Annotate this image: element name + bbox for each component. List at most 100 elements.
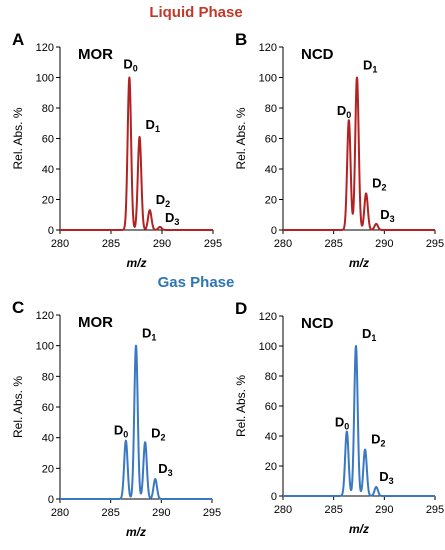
peak-label: D3 — [165, 210, 179, 227]
x-axis-label: m/z — [349, 522, 369, 536]
spectrum-line — [283, 345, 435, 497]
peak-label: D2 — [371, 432, 385, 449]
x-tick-label: 290 — [153, 238, 171, 250]
x-tick-label: 285 — [324, 238, 342, 250]
y-tick-label: 80 — [42, 103, 54, 115]
peak-point — [144, 441, 146, 444]
y-tick-label: 0 — [48, 494, 54, 506]
peak-label: D3 — [380, 207, 394, 224]
chart-panel-B: B NCD 0 20 40 60 80 100 120 280 285 290 295 Rel. Abs.… — [234, 30, 444, 270]
y-tick-label: 120 — [36, 310, 54, 322]
peak-point — [375, 486, 378, 488]
x-tick-label: 290 — [152, 507, 170, 519]
y-tick-label: 60 — [42, 402, 54, 414]
peak-point — [138, 136, 141, 138]
x-axis-label: m/z — [126, 256, 146, 270]
spectrum-line — [60, 76, 213, 231]
peak-label: D2 — [156, 192, 170, 209]
y-tick-label: 120 — [259, 311, 277, 323]
panel-letter: B — [235, 30, 247, 49]
y-tick-label: 0 — [271, 491, 277, 503]
x-axis-label: m/z — [126, 525, 146, 539]
peak-label: D0 — [337, 103, 351, 120]
peak-point — [135, 344, 137, 347]
chart-panel-C: C MOR 0 20 40 60 80 100 120 280 285 290 295 Rel. Abs.… — [11, 298, 221, 539]
panel-letter: C — [12, 298, 24, 317]
x-tick-label: 285 — [324, 504, 342, 516]
panel-title: MOR — [78, 46, 113, 63]
panel-title: MOR — [78, 314, 113, 331]
peak-label: D3 — [158, 461, 172, 478]
y-tick-label: 80 — [265, 371, 277, 383]
y-tick-label: 100 — [36, 341, 54, 353]
y-axis-label: Rel. Abs. % — [234, 375, 248, 437]
peak-label: D2 — [151, 425, 165, 442]
y-tick-label: 40 — [265, 431, 277, 443]
panel-title: NCD — [301, 315, 334, 332]
peak-point — [365, 192, 367, 195]
x-tick-label: 295 — [203, 507, 221, 519]
peak-point — [159, 226, 161, 228]
y-axis-label: Rel. Abs. % — [11, 376, 25, 438]
chart-panel-D: D NCD 0 20 40 60 80 100 120 280 285 290 295 Rel. Abs.… — [234, 299, 444, 536]
y-axis-label: Rel. Abs. % — [11, 107, 25, 169]
x-tick-label: 280 — [274, 504, 292, 516]
peak-point — [375, 223, 378, 225]
peak-point — [356, 76, 358, 79]
peak-label: D1 — [362, 326, 376, 343]
gas-phase-heading: Gas Phase — [158, 274, 235, 291]
chart-panel-A: A MOR 0 20 40 60 80 100 120 280 285 290 295 Rel. Abs.… — [11, 30, 222, 270]
peak-point — [154, 478, 157, 480]
peak-label: D1 — [363, 58, 377, 75]
spectrum-line — [60, 344, 212, 500]
y-tick-label: 40 — [42, 433, 54, 445]
x-tick-label: 295 — [426, 238, 444, 250]
x-tick-label: 285 — [101, 507, 119, 519]
x-tick-label: 285 — [102, 238, 120, 250]
peak-label: D1 — [146, 117, 160, 134]
y-tick-label: 120 — [259, 42, 277, 54]
peak-point — [355, 345, 357, 347]
y-tick-label: 20 — [42, 463, 54, 475]
x-tick-label: 290 — [375, 504, 393, 516]
x-tick-label: 290 — [375, 238, 393, 250]
peak-point — [125, 439, 127, 442]
liquid-phase-heading: Liquid Phase — [149, 4, 242, 21]
x-axis-label: m/z — [349, 256, 369, 270]
y-tick-label: 0 — [271, 225, 277, 237]
y-tick-label: 80 — [265, 103, 277, 115]
y-tick-label: 20 — [265, 195, 277, 207]
y-tick-label: 60 — [265, 134, 277, 146]
y-tick-label: 100 — [259, 341, 277, 353]
peak-label: D3 — [379, 469, 393, 486]
y-tick-label: 40 — [265, 164, 277, 176]
peak-label: D0 — [335, 415, 349, 432]
peak-point — [348, 119, 350, 121]
spectrum-line — [283, 76, 435, 231]
peak-label: D2 — [372, 175, 386, 192]
y-tick-label: 60 — [265, 401, 277, 413]
x-tick-label: 295 — [204, 238, 222, 250]
y-tick-label: 100 — [36, 73, 54, 85]
peak-label: D0 — [123, 57, 137, 74]
y-tick-label: 40 — [42, 164, 54, 176]
x-tick-label: 280 — [274, 238, 292, 250]
peak-label: D1 — [142, 326, 156, 343]
peak-label: D0 — [114, 423, 128, 440]
y-tick-label: 60 — [42, 134, 54, 146]
y-tick-label: 120 — [36, 42, 54, 54]
y-tick-label: 0 — [48, 225, 54, 237]
panel-letter: A — [12, 30, 24, 49]
x-tick-label: 295 — [426, 504, 444, 516]
panel-letter: D — [235, 299, 247, 318]
y-tick-label: 20 — [265, 461, 277, 473]
y-tick-label: 20 — [42, 195, 54, 207]
x-tick-label: 280 — [51, 507, 69, 519]
peak-point — [128, 76, 131, 79]
panel-title: NCD — [301, 46, 334, 63]
peak-point — [346, 430, 348, 433]
peak-point — [364, 448, 366, 451]
peak-point — [148, 209, 151, 211]
y-tick-label: 100 — [259, 73, 277, 85]
